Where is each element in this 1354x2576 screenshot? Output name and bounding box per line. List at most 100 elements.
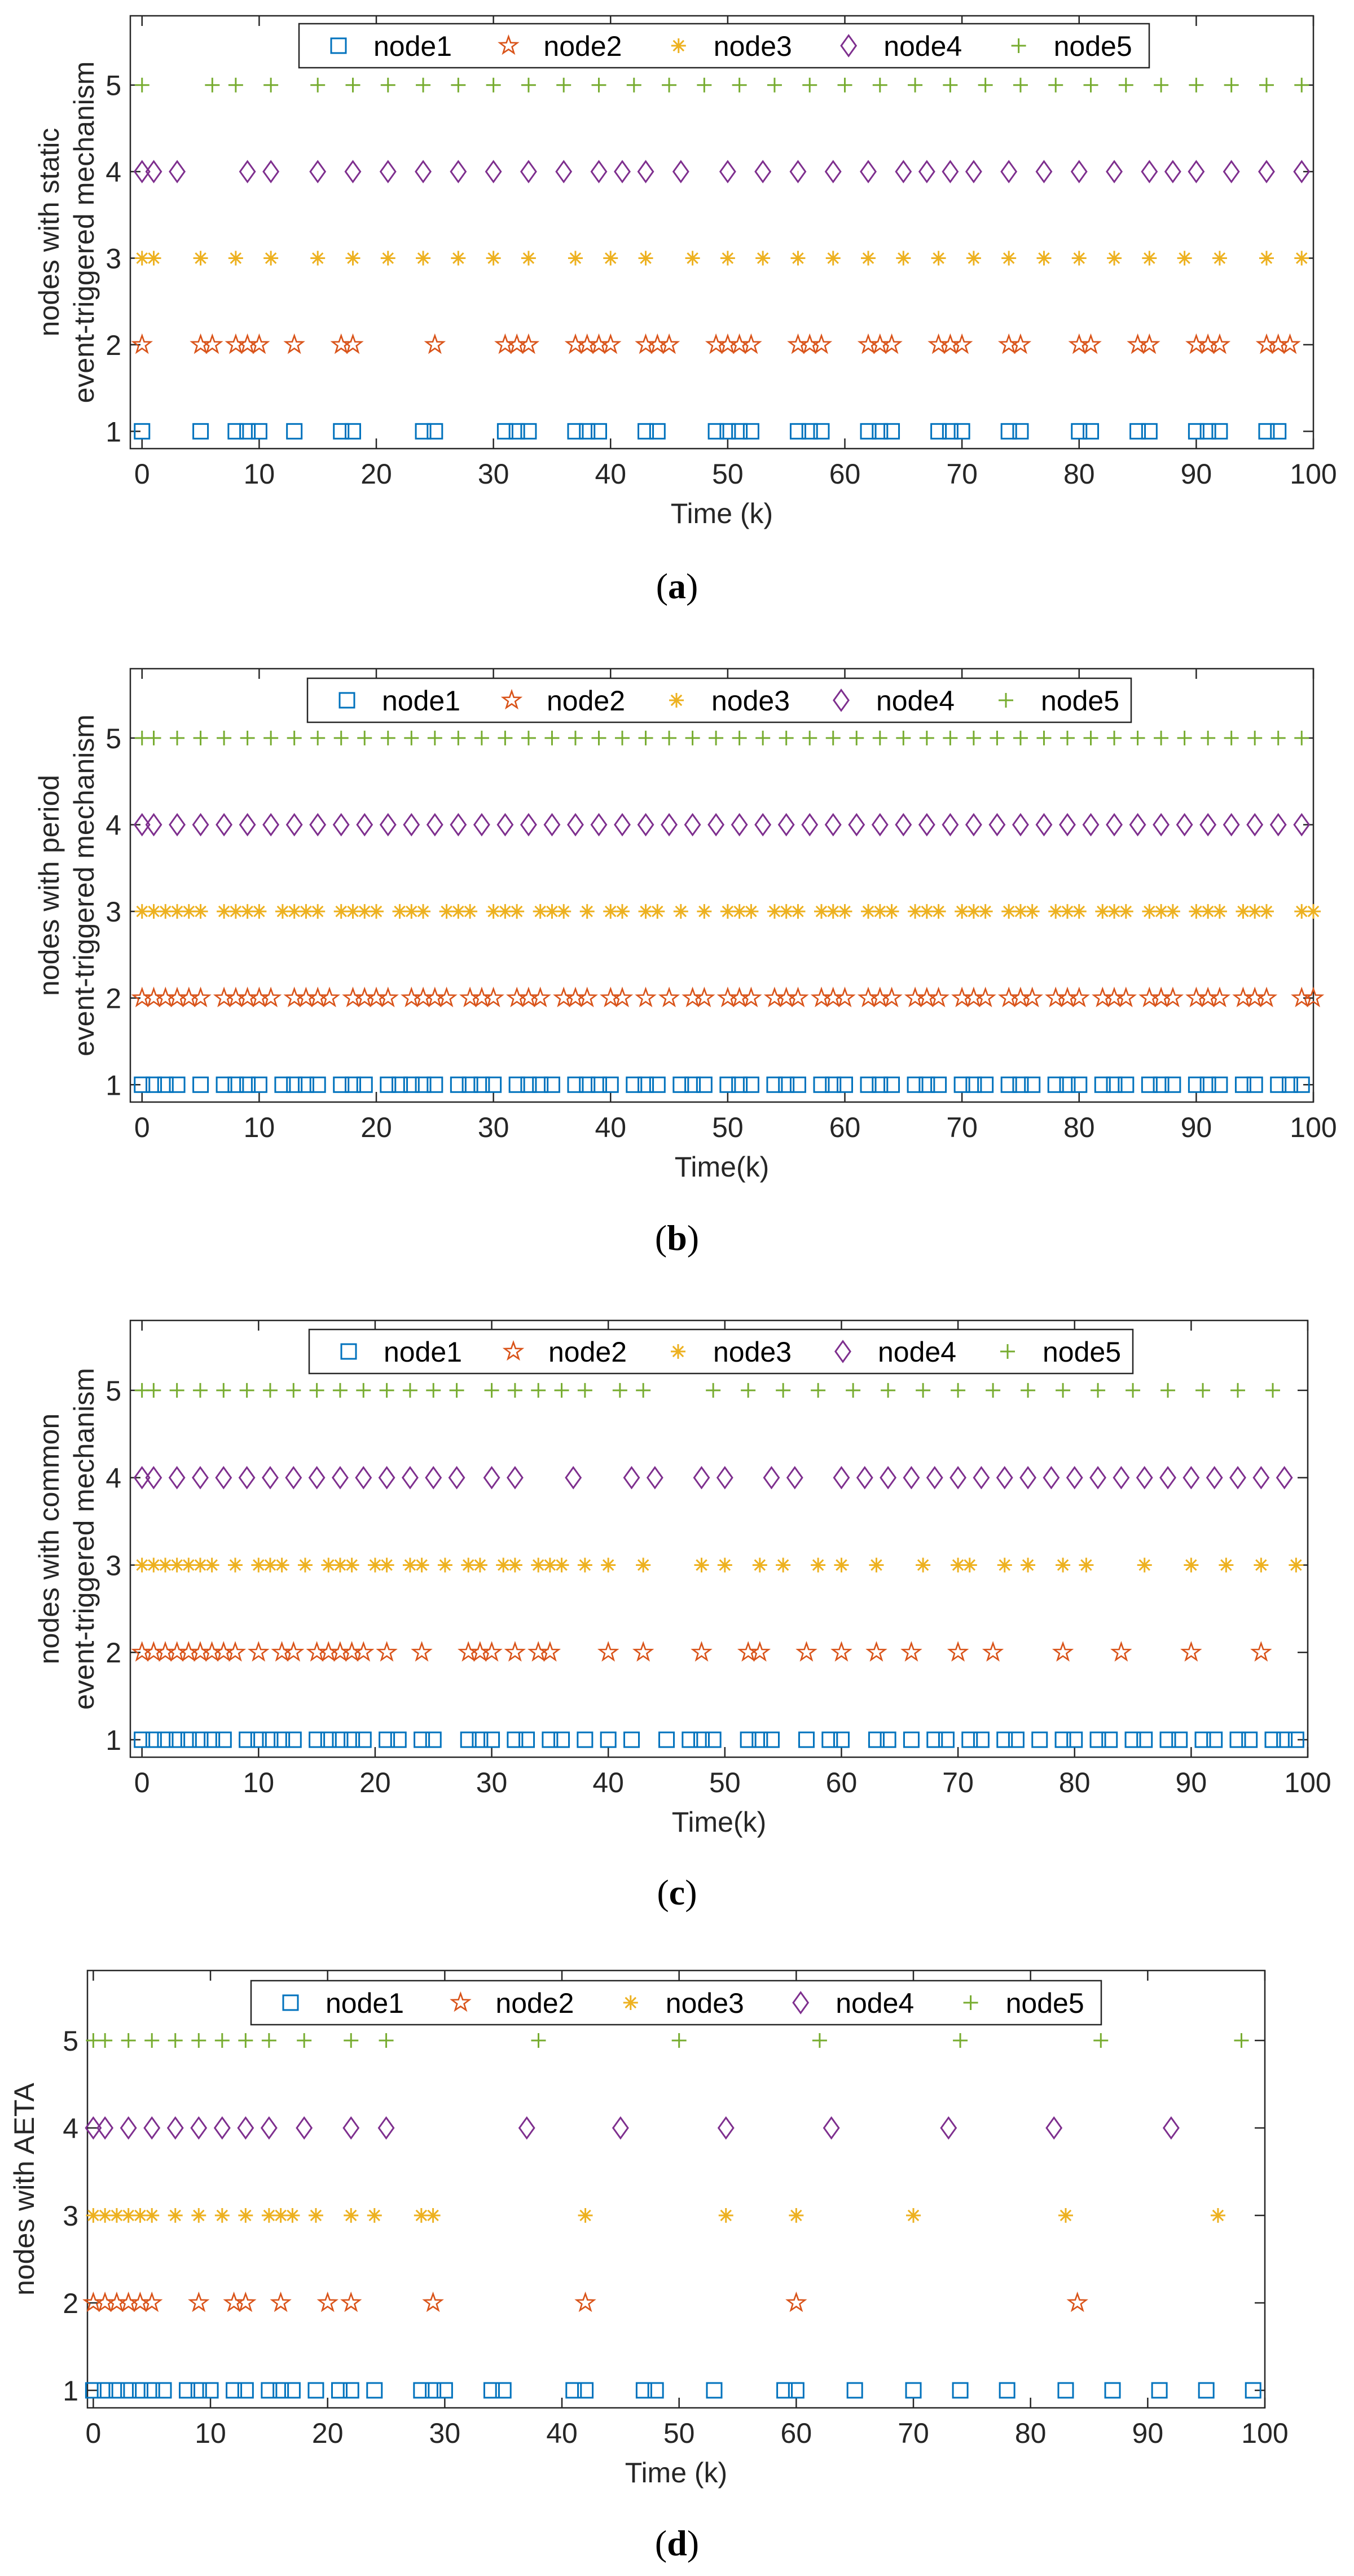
data-point-node3 <box>1165 904 1180 919</box>
data-point-node5 <box>426 1383 441 1398</box>
data-point-node4 <box>895 813 912 837</box>
caption-open-paren: ( <box>655 2523 667 2563</box>
data-point-node5 <box>1230 1383 1246 1398</box>
data-point-node3 <box>146 251 161 266</box>
data-point-node1 <box>1171 1731 1188 1748</box>
data-point-node2 <box>1302 986 1325 1007</box>
data-point-node1 <box>155 2382 172 2399</box>
data-point-node1 <box>813 1076 830 1093</box>
data-point-node3 <box>214 2208 230 2223</box>
data-point-node1 <box>647 2382 664 2399</box>
data-point-node5 <box>662 730 677 745</box>
data-point-node5 <box>626 77 641 93</box>
data-point-node3 <box>298 904 314 919</box>
data-point-node3 <box>1025 904 1040 919</box>
data-point-node1 <box>1089 1731 1106 1748</box>
data-point-node1 <box>134 423 151 440</box>
data-point-node4 <box>378 1465 395 1490</box>
y-tick-label: 2 <box>105 983 121 1015</box>
data-point-node5 <box>498 730 513 745</box>
data-point-node1 <box>1245 2382 1261 2399</box>
legend-marker-node1 <box>338 692 355 709</box>
data-point-node5 <box>531 1383 546 1398</box>
data-point-node5 <box>591 730 606 745</box>
data-point-node4 <box>940 2116 957 2140</box>
legend-marker-node1 <box>282 1994 299 2011</box>
data-point-node2 <box>201 333 223 354</box>
data-point-node1 <box>427 423 443 440</box>
data-point-node5 <box>802 730 817 745</box>
data-point-node5 <box>544 730 560 745</box>
data-point-node5 <box>404 730 419 745</box>
data-point-node1 <box>789 423 806 440</box>
data-point-node5 <box>709 730 724 745</box>
series-node3 <box>134 1557 1304 1573</box>
data-point-node2 <box>658 333 680 354</box>
data-point-node2 <box>318 986 341 1008</box>
data-point-node4 <box>1019 1465 1037 1490</box>
data-point-node5 <box>146 1383 161 1398</box>
data-point-node3 <box>262 1557 278 1573</box>
y-tick-label: 2 <box>105 330 121 361</box>
data-point-node3 <box>790 251 806 266</box>
x-tick-label: 0 <box>134 1767 150 1798</box>
series-node3 <box>134 251 1309 266</box>
data-point-node4 <box>833 1465 850 1490</box>
data-point-node5 <box>286 1383 301 1398</box>
data-point-node2 <box>1068 986 1090 1008</box>
data-point-node1 <box>356 1076 373 1093</box>
data-point-node3 <box>718 2208 733 2223</box>
data-point-node3 <box>1212 904 1227 919</box>
data-point-node4 <box>860 160 877 183</box>
data-point-node1 <box>333 1076 350 1093</box>
data-point-node1 <box>801 423 818 440</box>
data-point-node1 <box>344 1731 361 1748</box>
legend-label-node5: node5 <box>1041 685 1119 717</box>
data-point-node3 <box>379 1557 394 1573</box>
data-point-node5 <box>1107 730 1122 745</box>
x-tick-label: 80 <box>1063 1112 1095 1143</box>
data-point-node3 <box>556 904 572 919</box>
data-point-node4 <box>308 1465 326 1490</box>
data-point-node1 <box>930 1076 947 1093</box>
data-point-node3 <box>896 251 911 266</box>
data-point-node4 <box>120 2116 137 2140</box>
data-point-node5 <box>486 77 501 93</box>
data-point-node1 <box>239 1731 256 1748</box>
data-point-node5 <box>1265 1383 1281 1398</box>
data-point-node1 <box>380 1076 397 1093</box>
data-point-node2 <box>411 1641 433 1662</box>
legend-box <box>298 23 1150 69</box>
data-point-node4 <box>215 1465 232 1490</box>
data-point-node3 <box>1294 251 1309 266</box>
data-point-node4 <box>1136 1465 1153 1490</box>
data-point-node3 <box>439 904 454 919</box>
data-point-node3 <box>498 904 513 919</box>
data-point-node1 <box>169 1076 186 1093</box>
data-point-node3 <box>168 2208 183 2223</box>
data-point-node5 <box>451 77 466 93</box>
data-point-node5 <box>636 1383 651 1398</box>
x-tick-label: 60 <box>829 1112 861 1143</box>
data-point-node3 <box>157 1557 173 1573</box>
data-point-node4 <box>260 2116 278 2140</box>
data-point-node1 <box>731 423 748 440</box>
series-node4 <box>133 160 1311 183</box>
data-point-node4 <box>1269 813 1287 837</box>
data-point-node4 <box>192 813 209 837</box>
data-point-node1 <box>1198 2382 1215 2399</box>
data-point-node2 <box>599 333 622 354</box>
data-point-node5 <box>262 1383 278 1398</box>
data-point-node5 <box>554 1383 569 1398</box>
data-point-node5 <box>287 730 302 745</box>
data-point-node4 <box>1045 2116 1063 2140</box>
data-point-node5 <box>732 77 747 93</box>
data-point-node1 <box>860 423 877 440</box>
data-point-node4 <box>239 813 256 837</box>
legend-label-node1: node1 <box>326 1987 404 2019</box>
caption-close-paren: ) <box>687 2523 699 2563</box>
x-tick-label: 20 <box>361 458 392 490</box>
data-point-node1 <box>1199 423 1216 440</box>
data-point-node1 <box>192 1076 209 1093</box>
